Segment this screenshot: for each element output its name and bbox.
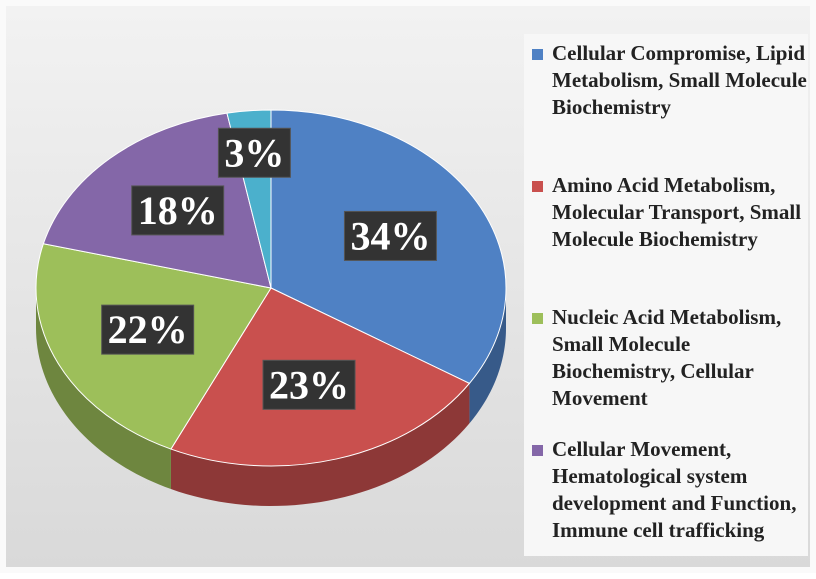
slice-side — [170, 383, 470, 506]
legend-swatch — [532, 445, 543, 456]
data-label-box — [131, 185, 225, 236]
data-label-text: 3% — [224, 130, 284, 175]
legend-label: Cellular Movement, Hematological system … — [552, 437, 797, 542]
data-label-text: 34% — [350, 213, 430, 258]
data-label-text: 18% — [138, 188, 218, 233]
legend-swatch — [532, 181, 543, 192]
data-label-text: 23% — [269, 362, 349, 407]
pie-area: 34% 23% 22% 18%3% — [35, 109, 507, 506]
legend-item: Cellular Compromise, Lipid Metabolism, S… — [524, 40, 808, 166]
data-label-box — [262, 359, 356, 410]
data-label: 18% — [131, 185, 225, 236]
data-label: 23% — [262, 359, 356, 410]
slice-side — [469, 288, 506, 424]
legend: Cellular Compromise, Lipid Metabolism, S… — [524, 34, 808, 556]
legend-label: Amino Acid Metabolism, Molecular Transpo… — [552, 173, 802, 251]
legend-item: Nucleic Acid Metabolism, Small Molecule … — [524, 304, 808, 430]
legend-swatch — [532, 313, 543, 324]
legend-item: Amino Acid Metabolism, Molecular Transpo… — [524, 172, 808, 298]
data-label-box — [101, 304, 195, 355]
data-label-text: 22% — [108, 307, 188, 352]
legend-label: Nucleic Acid Metabolism, Small Molecule … — [552, 305, 782, 410]
slice-side — [36, 288, 171, 490]
legend-label: Cellular Compromise, Lipid Metabolism, S… — [552, 41, 807, 119]
data-label: 22% — [101, 304, 195, 355]
data-label-box — [217, 127, 291, 178]
legend-item: Cellular Movement, Hematological system … — [524, 436, 808, 562]
data-label-box — [343, 210, 437, 261]
legend-swatch — [532, 49, 543, 60]
data-label: 34% — [343, 210, 437, 261]
data-label: 3% — [217, 127, 291, 178]
